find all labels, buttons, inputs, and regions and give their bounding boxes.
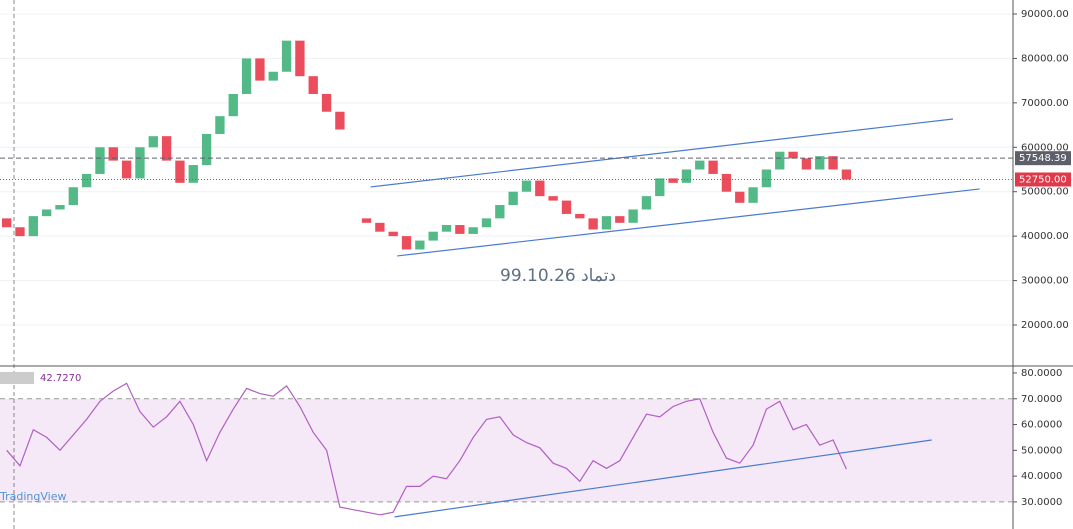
watermark: TradingView [0, 490, 66, 503]
candle [215, 116, 225, 134]
candle [615, 216, 625, 223]
y-tick-label: 50.0000 [1021, 445, 1062, 456]
y-tick-label: 80000.00 [1021, 53, 1069, 64]
y-tick-label: 20000.00 [1021, 320, 1069, 331]
rsi-band [0, 398, 1013, 502]
candle [815, 156, 825, 170]
pane-buttons[interactable] [0, 372, 34, 384]
candle [361, 218, 372, 223]
candle [575, 213, 585, 219]
candle [801, 158, 812, 170]
candle [441, 225, 452, 232]
candle [321, 93, 332, 112]
y-tick-label: 30000.00 [1021, 276, 1069, 287]
candle [588, 218, 598, 230]
candle [468, 227, 478, 234]
candle [495, 205, 505, 219]
y-tick-label: 90000.00 [1021, 9, 1069, 20]
candle [15, 227, 25, 237]
candle [28, 216, 38, 237]
candle [455, 225, 465, 234]
candle [121, 160, 132, 179]
candle [281, 40, 292, 72]
candle [55, 205, 65, 210]
candle [521, 180, 532, 192]
candle [188, 165, 198, 183]
y-tick-label: 40.0000 [1021, 471, 1062, 482]
price-label: 57548.39 [1019, 153, 1067, 164]
candle [95, 147, 105, 174]
candle [175, 160, 185, 183]
price-label: 52750.00 [1019, 174, 1067, 185]
candle [255, 58, 265, 81]
candle [641, 196, 652, 210]
candle [601, 216, 612, 230]
rsi-line [6, 382, 847, 516]
price-label-bg [1015, 151, 1071, 166]
candle [788, 151, 798, 159]
candle [748, 187, 758, 203]
candle [295, 40, 305, 77]
candle [81, 173, 92, 188]
y-tick-label: 70.0000 [1021, 394, 1062, 405]
candle [535, 180, 545, 197]
candle [388, 231, 398, 237]
price-label-bg [1015, 172, 1071, 187]
trend-line [370, 118, 954, 188]
rsi-current-value: 42.7270 [40, 373, 81, 384]
candle [401, 236, 412, 250]
candle [708, 160, 718, 174]
candle [68, 187, 78, 206]
candle [548, 196, 558, 201]
candle [41, 209, 52, 217]
candle [721, 173, 732, 192]
candle [655, 178, 665, 197]
candle [628, 209, 638, 223]
candle [335, 111, 345, 130]
candle [508, 191, 518, 206]
candle [201, 133, 212, 166]
candle [561, 200, 572, 214]
y-tick-label: 60000.00 [1021, 142, 1069, 153]
candle [308, 76, 318, 94]
candle [228, 93, 238, 117]
candle [681, 169, 692, 183]
candle [148, 136, 158, 148]
y-tick-label: 50000.00 [1021, 187, 1069, 198]
candle [241, 58, 252, 94]
y-tick-label: 40000.00 [1021, 231, 1069, 242]
annotation: 99.10.26 دتماد [500, 266, 616, 286]
candle [1, 218, 12, 228]
y-tick-label: 60.0000 [1021, 420, 1062, 431]
y-tick-label: 30.0000 [1021, 497, 1062, 508]
candle [841, 169, 852, 180]
trend-line [394, 439, 932, 518]
candle [828, 156, 838, 170]
candle [375, 222, 385, 232]
y-tick-label: 70000.00 [1021, 98, 1069, 109]
candle [735, 191, 745, 203]
candle [268, 71, 278, 81]
y-tick-label: 80.0000 [1021, 368, 1062, 379]
candle [108, 147, 118, 161]
candle [761, 169, 772, 188]
candle [161, 136, 172, 161]
candle [415, 240, 425, 250]
trend-line [397, 188, 980, 257]
candle [695, 160, 705, 170]
candle [135, 147, 145, 179]
candle [481, 218, 492, 228]
candle [668, 178, 678, 183]
candle [428, 231, 438, 241]
candle [775, 151, 785, 170]
